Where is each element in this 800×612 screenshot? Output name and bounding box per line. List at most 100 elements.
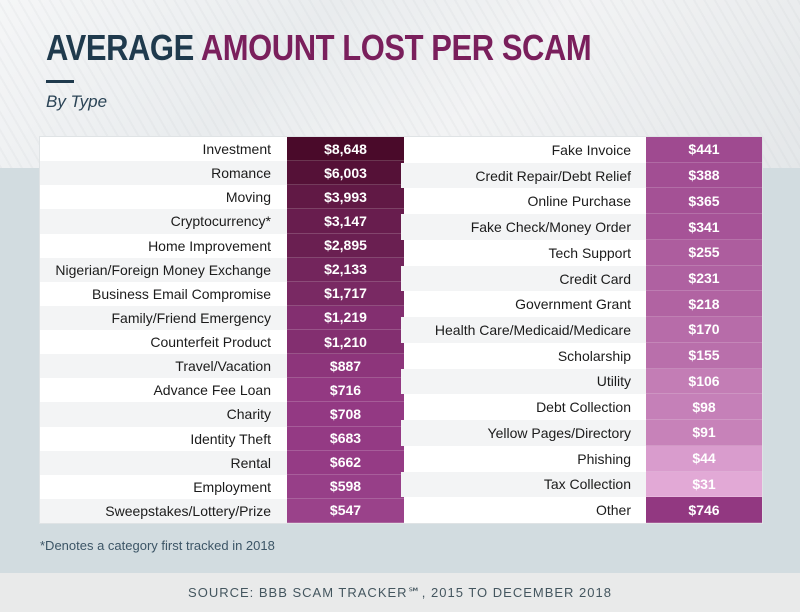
amount-value: $6,003 bbox=[287, 161, 404, 186]
amount-value: $547 bbox=[287, 498, 404, 523]
category-label: Employment bbox=[193, 478, 271, 495]
category-label: Fake Check/Money Order bbox=[401, 214, 646, 240]
category-label: Counterfeit Product bbox=[150, 334, 271, 351]
category-label: Yellow Pages/Directory bbox=[401, 420, 646, 446]
table-row: Romance $6,003 bbox=[40, 161, 404, 186]
category-label: Utility bbox=[401, 368, 646, 395]
chart-subtitle: By Type bbox=[46, 92, 108, 111]
table-row: Identity Theft $683 bbox=[40, 426, 404, 451]
amount-value: $231 bbox=[646, 265, 762, 292]
table-row: Nigerian/Foreign Money Exchange $2,133 bbox=[40, 257, 404, 282]
source-text: SOURCE: BBB SCAM TRACKER℠, 2015 TO DECEM… bbox=[188, 584, 612, 600]
amount-value: $388 bbox=[646, 162, 762, 189]
category-label: Health Care/Medicaid/Medicare bbox=[401, 317, 646, 343]
category-label: Business Email Compromise bbox=[92, 285, 271, 302]
category-label: Sweepstakes/Lottery/Prize bbox=[40, 498, 287, 523]
scam-table: Investment $8,648 Romance $6,003 Moving $3,99… bbox=[40, 137, 762, 523]
table-row: Employment $598 bbox=[40, 474, 404, 499]
table-row: Home Improvement $2,895 bbox=[40, 233, 404, 258]
source-bar bbox=[0, 573, 800, 612]
category-label: Government Grant bbox=[515, 296, 631, 313]
table-row: Sweepstakes/Lottery/Prize $547 bbox=[40, 498, 404, 523]
table-row: Tech Support $255 bbox=[401, 239, 762, 266]
table-row: Credit Card $231 bbox=[401, 265, 762, 292]
table-row: Charity $708 bbox=[40, 402, 404, 427]
category-label: Travel/Vacation bbox=[40, 354, 287, 379]
amount-value: $255 bbox=[646, 239, 762, 266]
table-row: Utility $106 bbox=[401, 368, 762, 395]
amount-value: $98 bbox=[646, 394, 762, 421]
table-row: Business Email Compromise $1,717 bbox=[40, 281, 404, 306]
table-column-right: Fake Invoice $441 Credit Repair/Debt Relie… bbox=[401, 137, 762, 523]
title-underline bbox=[46, 80, 74, 83]
table-row: Advance Fee Loan $716 bbox=[40, 378, 404, 403]
table-row: Rental $662 bbox=[40, 450, 404, 475]
title-part-2: AMOUNT LOST PER SCAM bbox=[200, 27, 592, 68]
table-row: Phishing $44 bbox=[401, 445, 762, 472]
amount-value: $8,648 bbox=[287, 137, 404, 162]
table-row: Yellow Pages/Directory $91 bbox=[401, 420, 762, 446]
table-row: Fake Invoice $441 bbox=[401, 137, 762, 163]
category-label: Credit Card bbox=[401, 265, 646, 292]
table-row: Moving $3,993 bbox=[40, 185, 404, 210]
table-column-left: Investment $8,648 Romance $6,003 Moving $3,99… bbox=[40, 137, 404, 523]
table-row: Investment $8,648 bbox=[40, 137, 404, 162]
amount-value: $91 bbox=[646, 420, 762, 446]
amount-value: $106 bbox=[646, 368, 762, 395]
category-label: Tax Collection bbox=[401, 471, 646, 498]
table-row: Family/Friend Emergency $1,219 bbox=[40, 305, 404, 330]
category-label: Debt Collection bbox=[536, 399, 631, 416]
amount-value: $1,717 bbox=[287, 281, 404, 306]
table-row: Online Purchase $365 bbox=[401, 188, 762, 215]
category-label: Tech Support bbox=[548, 244, 632, 261]
category-label: Credit Repair/Debt Relief bbox=[401, 162, 646, 189]
table-row: Other $746 bbox=[401, 497, 762, 523]
amount-value: $2,133 bbox=[287, 257, 404, 282]
amount-value: $155 bbox=[646, 342, 762, 369]
amount-value: $3,993 bbox=[287, 185, 404, 210]
amount-value: $1,219 bbox=[287, 305, 404, 330]
amount-value: $441 bbox=[646, 137, 762, 163]
amount-value: $716 bbox=[287, 378, 404, 403]
table-row: Debt Collection $98 bbox=[401, 394, 762, 421]
amount-value: $598 bbox=[287, 474, 404, 499]
table-row: Cryptocurrency* $3,147 bbox=[40, 209, 404, 234]
table-row: Scholarship $155 bbox=[401, 342, 762, 369]
amount-value: $31 bbox=[646, 471, 762, 498]
amount-value: $683 bbox=[287, 426, 404, 451]
category-label: Romance bbox=[40, 161, 287, 186]
footnote: *Denotes a category first tracked in 201… bbox=[40, 538, 275, 553]
category-label: Nigerian/Foreign Money Exchange bbox=[40, 257, 287, 282]
amount-value: $365 bbox=[646, 188, 762, 215]
amount-value: $708 bbox=[287, 402, 404, 427]
amount-value: $44 bbox=[646, 445, 762, 472]
category-label: Investment bbox=[202, 141, 271, 158]
table-row: Fake Check/Money Order $341 bbox=[401, 214, 762, 240]
amount-value: $3,147 bbox=[287, 209, 404, 234]
amount-value: $341 bbox=[646, 214, 762, 240]
category-label: Home Improvement bbox=[148, 237, 271, 254]
category-label: Moving bbox=[225, 189, 271, 206]
amount-value: $170 bbox=[646, 317, 762, 343]
category-label: Phishing bbox=[577, 450, 631, 467]
amount-value: $2,895 bbox=[287, 233, 404, 258]
amount-value: $662 bbox=[287, 450, 404, 475]
category-label: Rental bbox=[40, 450, 287, 475]
table-row: Travel/Vacation $887 bbox=[40, 354, 404, 379]
table-row: Credit Repair/Debt Relief $388 bbox=[401, 162, 762, 189]
title-part-1: AVERAGE bbox=[46, 27, 194, 68]
category-label: Advance Fee Loan bbox=[153, 382, 271, 399]
amount-value: $218 bbox=[646, 291, 762, 318]
amount-value: $1,210 bbox=[287, 330, 404, 355]
amount-value: $746 bbox=[646, 497, 762, 523]
category-label: Identity Theft bbox=[190, 430, 271, 447]
category-label: Family/Friend Emergency bbox=[40, 305, 287, 330]
category-label: Fake Invoice bbox=[551, 141, 631, 158]
category-label: Other bbox=[595, 502, 631, 519]
table-row: Counterfeit Product $1,210 bbox=[40, 330, 404, 355]
table-row: Health Care/Medicaid/Medicare $170 bbox=[401, 317, 762, 343]
table-row: Government Grant $218 bbox=[401, 291, 762, 318]
category-label: Cryptocurrency* bbox=[40, 209, 287, 234]
chart-title: AVERAGE AMOUNT LOST PER SCAM bbox=[46, 26, 592, 70]
table-row: Tax Collection $31 bbox=[401, 471, 762, 498]
